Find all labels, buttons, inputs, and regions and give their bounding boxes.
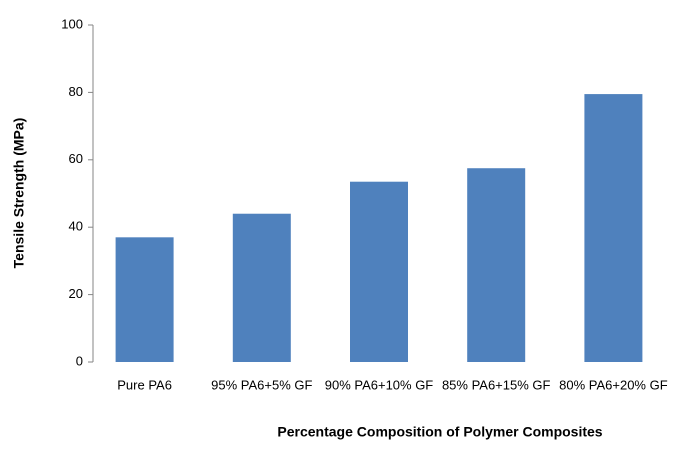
bar xyxy=(467,168,526,362)
bar xyxy=(350,181,408,362)
x-tick-label: 90% PA6+10% GF xyxy=(325,377,434,392)
y-tick-label: 80 xyxy=(69,84,83,99)
y-tick-label: 40 xyxy=(69,219,83,234)
x-tick-label: 85% PA6+15% GF xyxy=(442,377,551,392)
y-tick-label: 0 xyxy=(76,353,83,368)
bar xyxy=(232,213,291,362)
y-tick-label: 100 xyxy=(61,16,83,31)
y-tick-label: 20 xyxy=(69,286,83,301)
y-tick-label: 60 xyxy=(69,151,83,166)
x-tick-label: Pure PA6 xyxy=(117,377,172,392)
x-axis-title: Percentage Composition of Polymer Compos… xyxy=(277,424,602,440)
x-tick-label: 95% PA6+5% GF xyxy=(211,377,312,392)
bar xyxy=(584,94,643,363)
bar xyxy=(115,237,174,362)
x-tick-label: 80% PA6+20% GF xyxy=(559,377,668,392)
y-axis-title: Tensile Strength (MPa) xyxy=(11,118,27,269)
